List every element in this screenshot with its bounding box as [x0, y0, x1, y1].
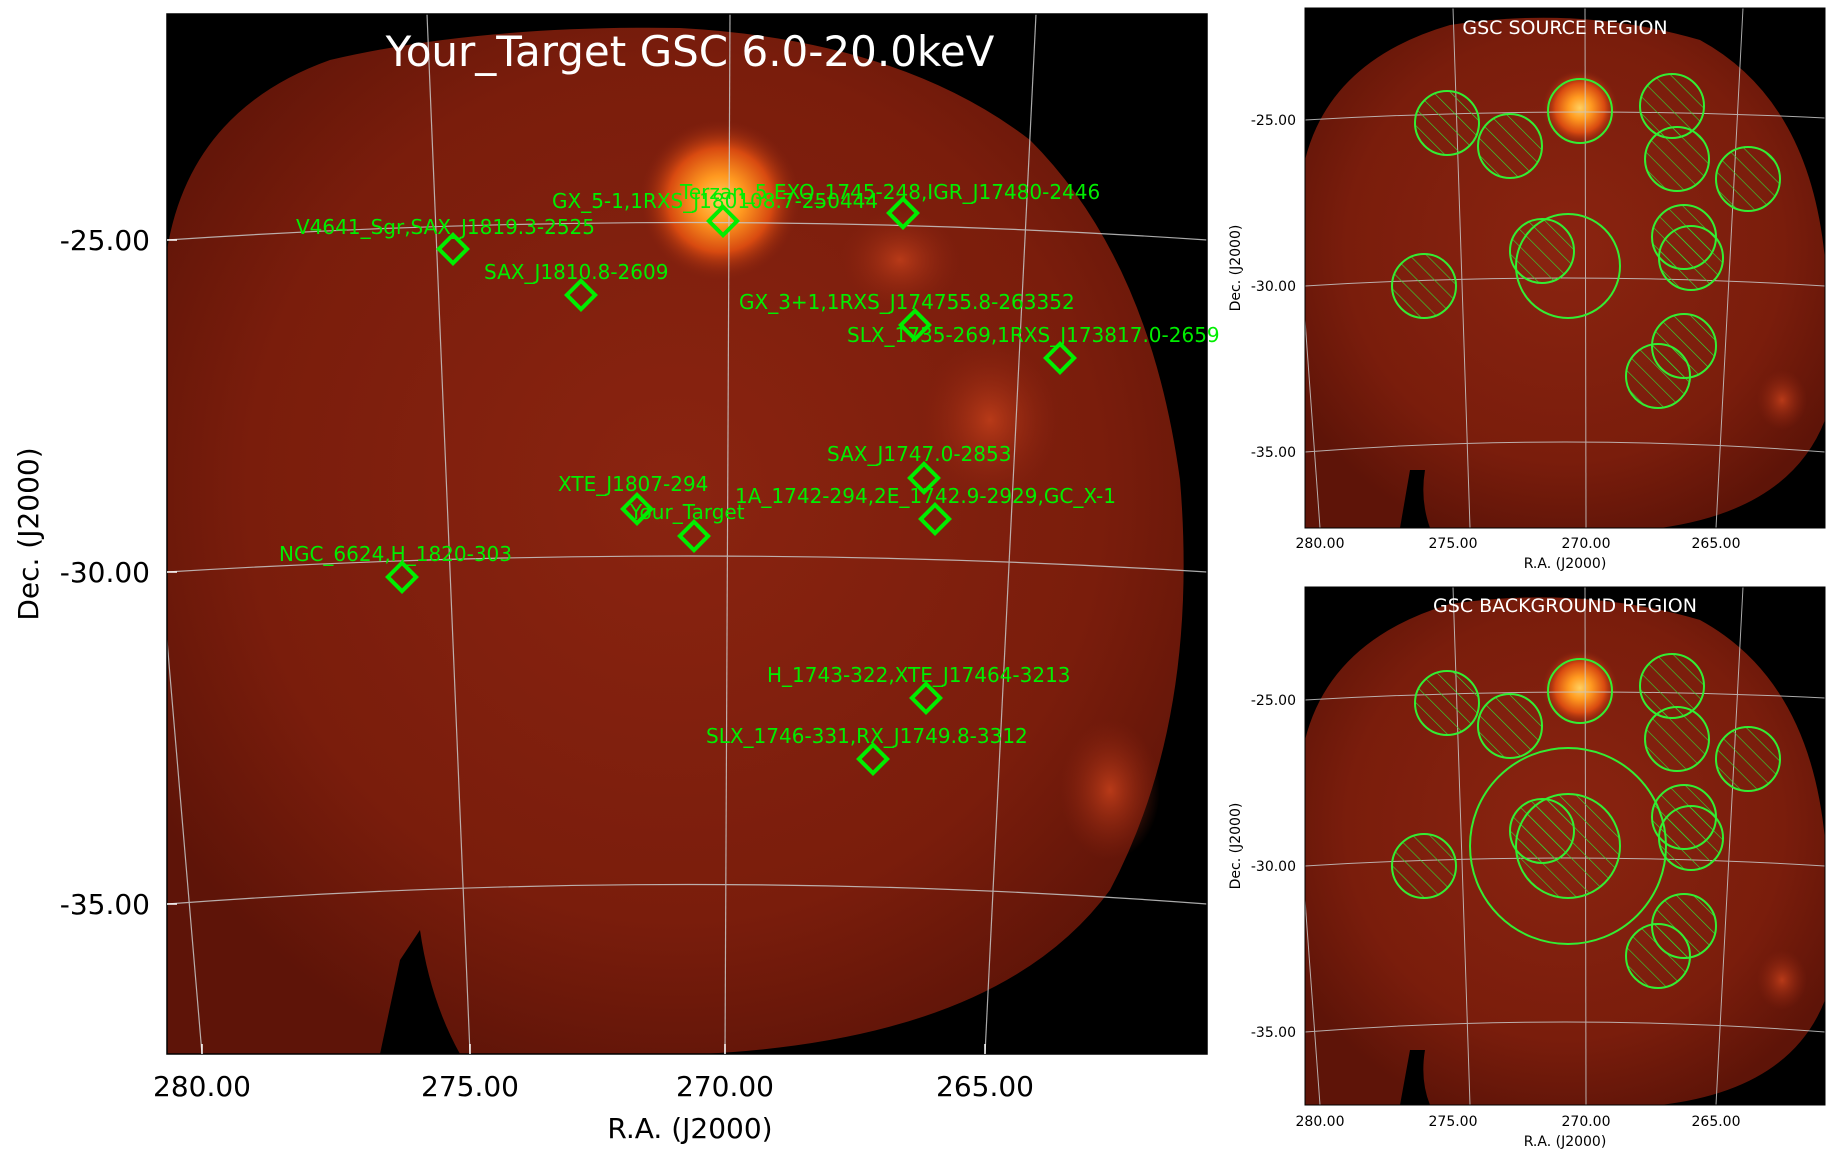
- exclusion-regions: [1391, 653, 1781, 989]
- main-tick-labels: -25.00 -30.00 -35.00 280.00 275.00 270.0…: [60, 224, 1034, 1103]
- ra-tick-label: 265.00: [1692, 1114, 1741, 1130]
- source-marker: [898, 308, 932, 342]
- dec-tick-label: -35.00: [1251, 445, 1296, 461]
- ra-tick-label: 265.00: [936, 1070, 1034, 1103]
- main-image: [167, 14, 1207, 1054]
- source-label: SLX_1735-269,1RXS_J173817.0-2659: [847, 323, 1220, 347]
- background-region-image: [1305, 587, 1825, 1105]
- source-label: GX_5-1,1RXS_J180108.7-250444: [552, 189, 878, 213]
- main-grid: [167, 14, 1207, 1054]
- source-label: 1A_1742-294,2E_1742.9-2929,GC_X-1: [735, 484, 1116, 508]
- source-panel-title: GSC SOURCE REGION: [1462, 17, 1667, 39]
- main-ylabel: Dec. (J2000): [12, 447, 45, 620]
- dec-tick-label: -25.00: [1251, 693, 1296, 709]
- ra-tick-label: 280.00: [1296, 1114, 1345, 1130]
- source-label: XTE_J1807-294: [558, 472, 708, 496]
- source-marker: [918, 502, 952, 536]
- source-label: Terzan_5,EXO_1745-248,IGR_J17480-2446: [679, 180, 1100, 204]
- ra-tick-label: 280.00: [1296, 536, 1345, 552]
- source-marker: [620, 492, 654, 526]
- source-marker: [564, 278, 598, 312]
- source-marker: [385, 560, 419, 594]
- ra-tick-label: 275.00: [1429, 536, 1478, 552]
- background-panel-title: GSC BACKGROUND REGION: [1433, 595, 1697, 617]
- ra-tick-label: 270.00: [1562, 536, 1611, 552]
- source-marker: [1043, 341, 1077, 375]
- dec-tick-label: -30.00: [1251, 859, 1296, 875]
- source-label: GX_3+1,1RXS_J174755.8-263352: [739, 290, 1075, 314]
- source-label: SAX_J1810.8-2609: [484, 260, 668, 284]
- source-label: H_1743-322,XTE_J17464-3213: [767, 663, 1071, 687]
- source-label: Your_Target: [629, 500, 745, 524]
- dec-tick-label: -25.00: [60, 224, 150, 257]
- ra-tick-label: 265.00: [1692, 536, 1741, 552]
- source-label: V4641_Sgr,SAX_J1819.3-2525: [296, 215, 595, 239]
- background-panel-ylabel: Dec. (J2000): [1228, 803, 1244, 890]
- source-panel-ylabel: Dec. (J2000): [1228, 225, 1244, 312]
- dec-tick-label: -25.00: [1251, 113, 1296, 129]
- source-marker: [436, 232, 470, 266]
- source-marker: [886, 196, 920, 230]
- source-label: NGC_6624,H_1820-303: [279, 542, 512, 566]
- source-labels: GX_5-1,1RXS_J180108.7-250444 Terzan_5,EX…: [279, 180, 1220, 748]
- ra-tick-label: 275.00: [421, 1070, 519, 1103]
- background-panel-xlabel: R.A. (J2000): [1524, 1134, 1607, 1150]
- source-label: SAX_J1747.0-2853: [827, 442, 1011, 466]
- ra-tick-label: 280.00: [153, 1070, 251, 1103]
- dec-tick-label: -35.00: [1251, 1025, 1296, 1041]
- source-marker: [856, 742, 890, 776]
- source-marker: [907, 461, 941, 495]
- source-panel-xlabel: R.A. (J2000): [1524, 556, 1607, 572]
- main-ticks: [167, 239, 986, 1054]
- background-region-panel: GSC BACKGROUND REGION -25.00 -30.00 -35.…: [1228, 586, 1826, 1150]
- ra-tick-label: 270.00: [1562, 1114, 1611, 1130]
- main-panel: Your_Target GSC 6.0-20.0keV GX_5-1,1RXS_…: [12, 13, 1220, 1145]
- dec-tick-label: -30.00: [1251, 279, 1296, 295]
- main-xlabel: R.A. (J2000): [607, 1112, 772, 1145]
- ra-tick-label: 270.00: [676, 1070, 774, 1103]
- dec-tick-label: -35.00: [60, 888, 150, 921]
- source-region-panel: GSC SOURCE REGION -25.00 -30.00 -35.00 2…: [1228, 7, 1826, 572]
- ra-tick-label: 275.00: [1429, 1114, 1478, 1130]
- dec-tick-label: -30.00: [60, 556, 150, 589]
- main-title: Your_Target GSC 6.0-20.0keV: [385, 27, 995, 76]
- source-region-image: [1305, 8, 1825, 528]
- source-region-circle: [1515, 213, 1621, 319]
- source-markers: [385, 196, 1077, 776]
- source-marker: [909, 681, 943, 715]
- source-marker: [677, 519, 711, 553]
- source-marker: [706, 204, 740, 238]
- background-region-circle: [1469, 747, 1667, 945]
- source-label: SLX_1746-331,RX_J1749.8-3312: [706, 724, 1028, 748]
